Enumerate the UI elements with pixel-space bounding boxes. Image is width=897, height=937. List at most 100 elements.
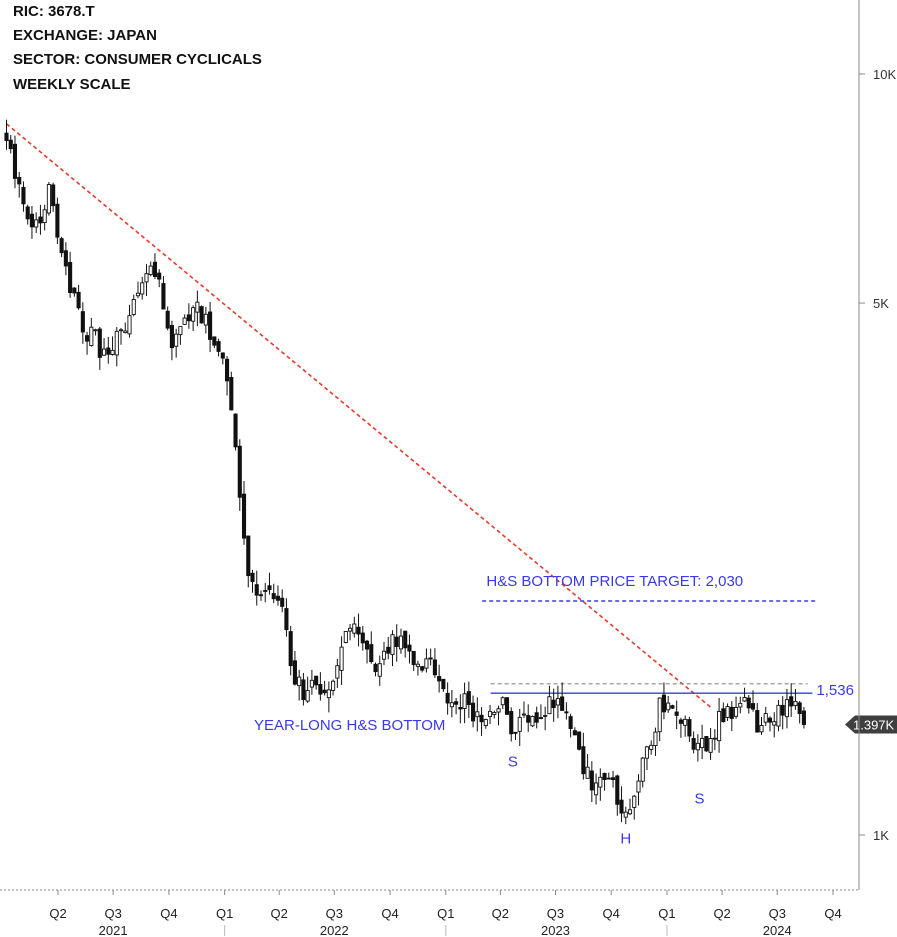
candle bbox=[127, 304, 132, 338]
x-quarter-label: Q1 bbox=[658, 906, 675, 921]
candle-body bbox=[72, 287, 77, 294]
candle-body bbox=[110, 349, 115, 355]
candle-body bbox=[759, 725, 764, 733]
candle-body bbox=[225, 358, 230, 382]
candle-body bbox=[653, 731, 658, 747]
candle-body bbox=[161, 283, 166, 310]
candle-body bbox=[178, 326, 183, 336]
candle bbox=[280, 589, 285, 613]
candle bbox=[182, 314, 187, 325]
candle bbox=[68, 251, 73, 298]
candle bbox=[85, 331, 90, 355]
candle bbox=[441, 678, 446, 692]
candle bbox=[169, 320, 174, 361]
candle-body bbox=[568, 716, 573, 729]
y-tick-label: 5K bbox=[873, 296, 889, 311]
candle-body bbox=[322, 689, 327, 694]
candle-body bbox=[687, 719, 692, 737]
candle bbox=[46, 181, 51, 216]
candle-body bbox=[420, 666, 425, 671]
x-quarter-label: Q2 bbox=[713, 906, 730, 921]
candle bbox=[691, 731, 696, 754]
candle bbox=[585, 754, 590, 779]
candle bbox=[725, 703, 730, 721]
candle bbox=[237, 439, 242, 511]
candle bbox=[165, 306, 170, 331]
candle-body bbox=[17, 176, 22, 185]
candle bbox=[297, 669, 302, 701]
candle-body bbox=[288, 631, 293, 667]
candle bbox=[466, 681, 471, 718]
candle bbox=[589, 761, 594, 803]
candle bbox=[390, 630, 395, 667]
candle-body bbox=[767, 717, 773, 723]
candle-body bbox=[216, 341, 221, 352]
candle-body bbox=[543, 714, 548, 717]
candle-body bbox=[649, 744, 654, 750]
candle bbox=[263, 583, 268, 603]
candle-body bbox=[458, 707, 463, 710]
candle bbox=[415, 660, 420, 676]
candle bbox=[93, 328, 98, 336]
candle bbox=[526, 704, 531, 732]
right-shoulder-label: S bbox=[694, 791, 704, 808]
candle bbox=[118, 327, 124, 345]
candle-body bbox=[555, 698, 560, 706]
candle-body bbox=[521, 713, 527, 716]
candle-body bbox=[500, 697, 505, 706]
candle bbox=[212, 336, 217, 349]
candle-body bbox=[517, 716, 522, 732]
candle-body bbox=[292, 660, 297, 685]
candle-body bbox=[691, 738, 696, 750]
candle bbox=[292, 651, 297, 686]
candle-body bbox=[449, 702, 454, 708]
candle-body bbox=[708, 738, 713, 753]
candle bbox=[12, 135, 18, 189]
candle bbox=[199, 305, 204, 324]
candle-body bbox=[789, 696, 794, 707]
candle-body bbox=[123, 330, 128, 334]
candle-body bbox=[348, 627, 353, 632]
candle-body bbox=[46, 184, 51, 214]
candle-body bbox=[466, 691, 471, 706]
candle-body bbox=[454, 701, 459, 705]
candle-body bbox=[191, 307, 196, 322]
candle bbox=[229, 371, 234, 411]
candle bbox=[543, 706, 548, 731]
x-quarter-label: Q4 bbox=[160, 906, 177, 921]
candle bbox=[106, 336, 111, 364]
candle-body bbox=[186, 314, 191, 322]
candle bbox=[572, 727, 577, 736]
candle bbox=[530, 715, 535, 728]
candle bbox=[776, 700, 781, 732]
x-quarter-label: Q1 bbox=[437, 906, 454, 921]
candle-body bbox=[784, 699, 789, 718]
candle-body bbox=[487, 710, 493, 718]
candle-body bbox=[797, 702, 802, 715]
candle bbox=[721, 702, 726, 723]
candle bbox=[275, 585, 281, 606]
candle bbox=[322, 680, 327, 696]
candle-body bbox=[577, 731, 582, 750]
candle-body bbox=[445, 692, 450, 704]
candle bbox=[615, 774, 620, 816]
candle-body bbox=[220, 352, 225, 359]
candle-body bbox=[326, 689, 331, 699]
candle bbox=[186, 303, 191, 329]
candle-body bbox=[106, 347, 111, 355]
candle-body bbox=[746, 697, 751, 709]
candle bbox=[8, 135, 13, 154]
exchange-label: EXCHANGE: JAPAN bbox=[13, 27, 157, 44]
candle-body bbox=[666, 702, 671, 711]
candle bbox=[483, 718, 488, 729]
candle bbox=[305, 676, 310, 703]
candle bbox=[564, 702, 569, 720]
candle-body bbox=[526, 715, 531, 723]
candle-body bbox=[670, 705, 675, 709]
candle-body bbox=[640, 757, 645, 782]
candle bbox=[386, 636, 391, 660]
candle bbox=[577, 731, 582, 751]
candle-body bbox=[615, 775, 620, 805]
candle bbox=[568, 713, 573, 738]
candle bbox=[560, 682, 565, 711]
